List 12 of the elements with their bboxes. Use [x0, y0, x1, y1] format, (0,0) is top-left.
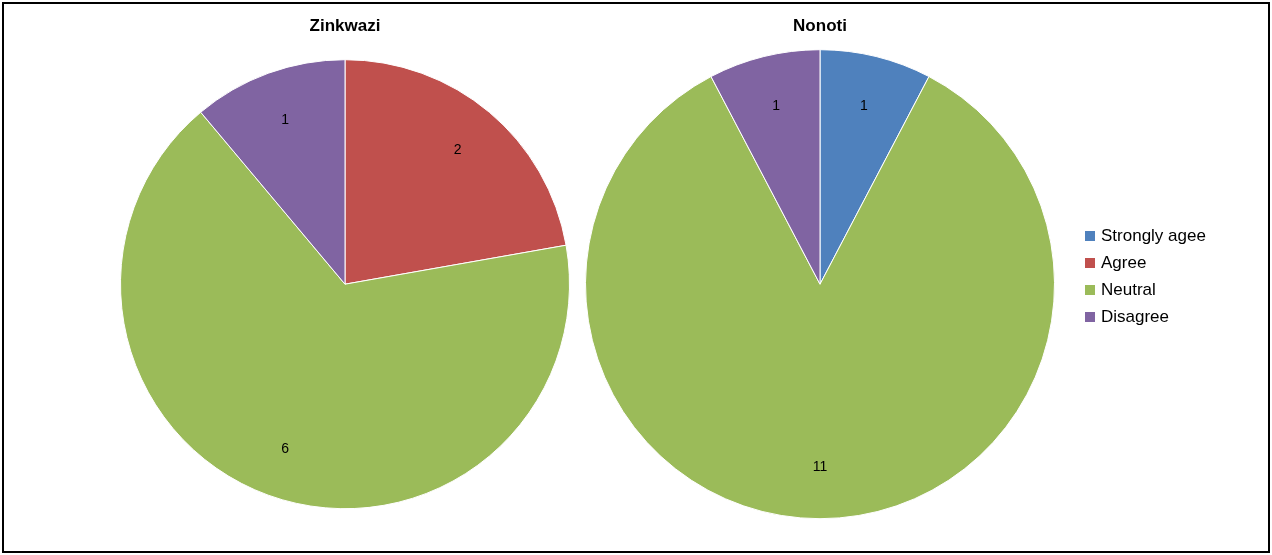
legend-label: Disagree: [1101, 306, 1170, 328]
data-label: 6: [281, 439, 290, 456]
chart-title: Nonoti: [793, 15, 847, 35]
data-label: 2: [453, 140, 462, 157]
data-label: 11: [812, 457, 828, 474]
legend-label: Strongly agee: [1101, 225, 1206, 247]
data-label: 1: [281, 110, 290, 127]
data-label: 1: [859, 97, 868, 114]
legend-label: Neutral: [1101, 279, 1156, 301]
chart-title: Zinkwazi: [309, 15, 381, 35]
data-label: 1: [772, 97, 781, 114]
legend-label: Agree: [1101, 252, 1147, 274]
